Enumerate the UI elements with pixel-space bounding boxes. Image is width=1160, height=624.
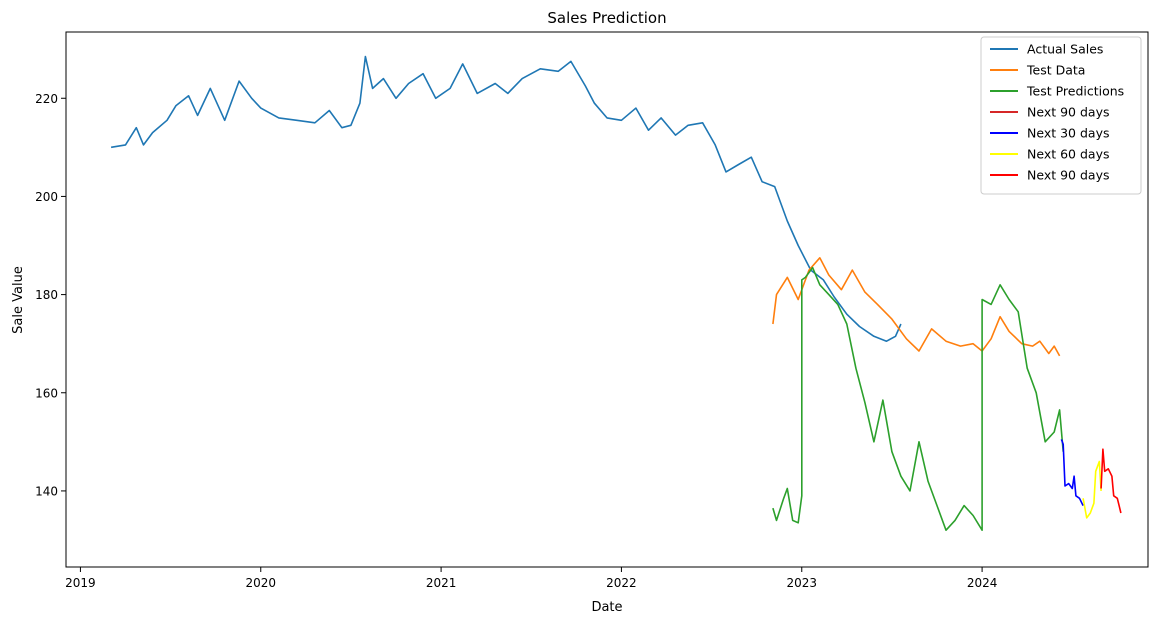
legend-label: Next 90 days [1027,168,1109,183]
series-line-0 [110,55,902,342]
y-axis-label: Sale Value [11,266,26,334]
x-tick-label: 2022 [606,576,637,590]
x-axis: 2019 2020 2021 2022 2023 2024 [65,567,997,590]
legend-label: Test Data [1026,63,1085,78]
y-tick-label: 180 [35,288,58,302]
x-tick-label: 2024 [967,576,998,590]
legend-box [980,36,1142,195]
plot-frame [65,31,1149,568]
x-tick-label: 2023 [786,576,817,590]
series-line-4 [1060,439,1084,506]
x-axis-label: Date [591,600,622,615]
x-tick-label: 2019 [65,576,96,590]
legend-label: Next 90 days [1027,105,1109,120]
y-tick-label: 220 [35,92,58,106]
x-tick-label: 2021 [426,576,457,590]
y-tick-label: 140 [35,484,58,498]
series-line-6 [1100,448,1122,514]
legend-label: Actual Sales [1027,42,1103,57]
y-tick-label: 200 [35,190,58,204]
x-tick-label: 2020 [245,576,276,590]
series-line-2 [772,266,1064,531]
y-axis: 140 160 180 200 220 [35,92,66,498]
series-layer [110,55,1122,531]
series-line-5 [1082,460,1102,519]
y-tick-label: 160 [35,386,58,400]
legend: Actual Sales Test Data Test Predictions Nex… [980,36,1142,195]
legend-label: Test Predictions [1026,84,1124,99]
legend-label: Next 30 days [1027,126,1109,141]
series-line-1 [772,257,1061,357]
chart-title: Sales Prediction [547,9,666,27]
legend-label: Next 60 days [1027,147,1109,162]
